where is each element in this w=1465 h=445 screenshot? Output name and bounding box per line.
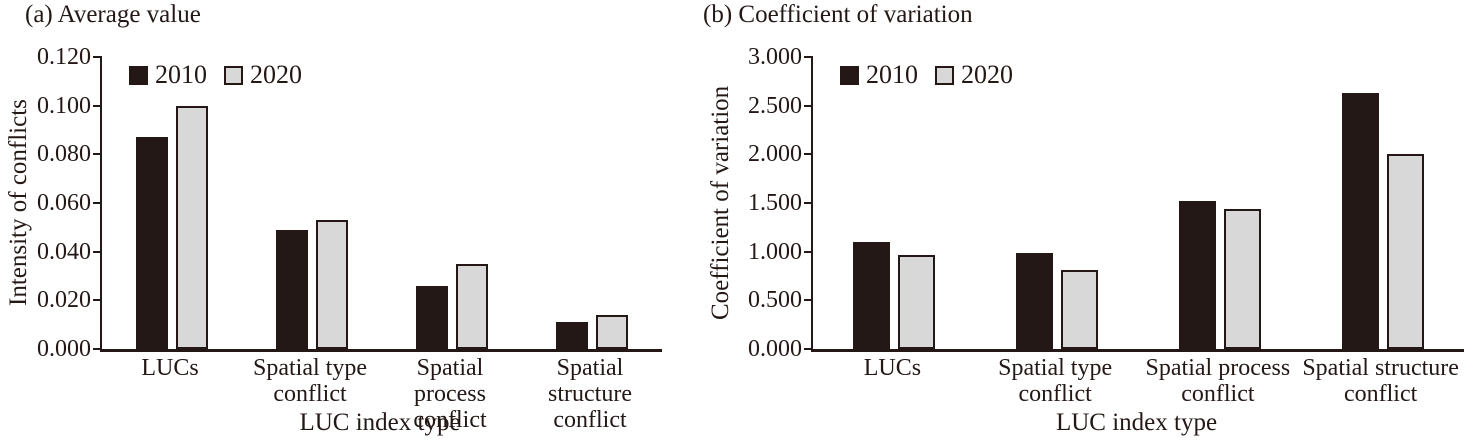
bar-2020-lucs [898,254,936,349]
legend-label-2020: 2020 [961,60,1013,89]
bar-2010-spatial-type [1016,252,1054,349]
bar-2020-spatial-type [316,220,348,349]
legend-swatch-2020 [935,65,954,85]
x-category-label: LUCs [141,355,199,381]
bar-2010-lucs [136,137,168,349]
bar-2010-spatial-type [276,229,308,349]
legend: 2010 2020 [129,62,302,88]
y-tick-mark [804,202,813,204]
x-category-label: Spatial structure conflict [548,355,632,433]
y-tick-label: 0.040 [37,238,91,265]
chart-a-x-axis-title: LUC index type [299,409,461,436]
y-tick-mark [804,348,813,350]
bar-2010-lucs [853,241,891,349]
x-category-label: Spatial process conflict [413,355,487,433]
legend-swatch-2020 [224,65,243,85]
legend-item-2020: 2020 [224,62,302,88]
bar-2020-spatial-process [456,263,488,349]
y-tick-label: 0.060 [37,190,91,216]
chart-panel-b: (b) Coefficient of variation Coefficient… [700,0,1465,445]
legend: 2010 2020 [840,62,1013,88]
legend-label-2010: 2010 [866,60,918,89]
y-tick-label: 3.000 [748,44,802,70]
x-category-label: Spatial type conflict [998,355,1113,407]
bar-2020-spatial-process [1223,208,1261,349]
plot-area: 2010 2020 0.000 0.500 1.000 1.500 2.000 2.500 3… [748,45,1464,361]
bar-2020-spatial-type [1061,270,1099,349]
y-tick-label: 0.100 [37,92,91,119]
chart-b-x-axis-title: LUC index type [1055,409,1218,436]
y-tick-mark [93,348,102,350]
y-tick-label: 1.500 [748,190,802,216]
y-tick-mark [93,56,102,58]
x-axis-labels: LUCs Spatial type conflict Spatial process… [811,355,1462,407]
bar-2010-spatial-process [1178,201,1216,349]
bar-2020-spatial-structure [1386,154,1424,349]
bar-2020-lucs [176,105,208,349]
y-tick-label: 0.080 [37,141,91,168]
bar-2020-spatial-structure [596,314,628,349]
y-tick-mark [804,299,813,302]
y-tick-mark [804,104,813,107]
legend-label-2020: 2020 [250,60,302,89]
chart-a-title: (a) Average value [25,1,201,28]
y-tick-label: 0.500 [748,287,802,314]
y-tick-mark [93,153,102,156]
legend-item-2020: 2020 [935,62,1013,88]
y-tick-mark [93,299,102,302]
y-tick-mark [93,104,102,107]
y-tick-label: 0.000 [748,336,802,362]
bar-2010-spatial-structure [556,322,588,349]
y-tick-label: 0.020 [37,287,91,314]
y-tick-label: 0.000 [37,336,91,362]
legend-item-2010: 2010 [129,62,207,88]
legend-item-2010: 2010 [840,62,918,88]
y-tick-label: 0.120 [37,44,91,70]
y-tick-mark [93,202,102,204]
legend-label-2010: 2010 [155,60,207,89]
x-category-label: LUCs [863,355,922,381]
bar-2010-spatial-structure [1341,93,1379,349]
bar-2010-spatial-process [416,285,448,349]
x-category-label: Spatial type conflict [253,355,367,407]
x-category-label: Spatial process conflict [1145,355,1291,407]
y-tick-mark [804,56,813,58]
x-axis-labels: LUCs Spatial type conflict Spatial process… [100,355,660,433]
x-category-label: Spatial structure conflict [1302,355,1459,407]
chart-panel-a: (a) Average value Intensity of conflicts… [0,0,700,445]
chart-b-title: (b) Coefficient of variation [703,1,973,28]
legend-swatch-2010 [840,65,859,85]
y-tick-mark [804,250,813,253]
legend-swatch-2010 [129,65,148,85]
plot-area: 2010 2020 0.000 0.020 0.040 0.060 0.080 0.100 0… [37,45,662,361]
y-tick-mark [804,153,813,156]
y-tick-mark [93,250,102,253]
y-tick-label: 2.500 [748,92,802,119]
y-tick-label: 1.000 [748,238,802,265]
y-tick-label: 2.000 [748,141,802,168]
